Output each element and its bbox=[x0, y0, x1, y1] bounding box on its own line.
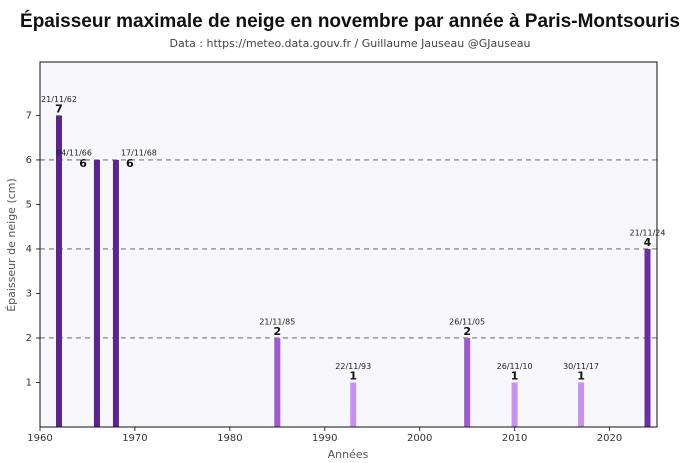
x-tick-label: 1980 bbox=[217, 433, 242, 444]
date-label: 21/11/24 bbox=[630, 228, 666, 237]
value-label: 1 bbox=[577, 369, 585, 382]
value-label: 2 bbox=[463, 325, 471, 338]
date-label: 17/11/68 bbox=[121, 148, 157, 157]
date-label: 21/11/62 bbox=[41, 95, 77, 104]
chart-subtitle: Data : https://meteo.data.gouv.fr / Guil… bbox=[170, 37, 531, 50]
x-tick-label: 2010 bbox=[502, 433, 527, 444]
bar bbox=[644, 248, 651, 427]
bar bbox=[350, 382, 357, 427]
value-label: 2 bbox=[273, 325, 281, 338]
bar bbox=[511, 382, 518, 427]
date-label: 30/11/17 bbox=[563, 362, 599, 371]
value-label: 7 bbox=[55, 102, 63, 115]
bar bbox=[93, 159, 100, 428]
date-label: 26/11/05 bbox=[449, 317, 485, 326]
value-label: 4 bbox=[644, 236, 652, 249]
bar bbox=[112, 159, 119, 428]
bar bbox=[55, 115, 62, 427]
value-label: 6 bbox=[79, 157, 87, 170]
x-tick-label: 2000 bbox=[407, 433, 432, 444]
y-tick-label: 7 bbox=[26, 110, 32, 121]
date-label: 26/11/10 bbox=[497, 362, 533, 371]
date-label: 22/11/93 bbox=[335, 362, 371, 371]
y-tick-label: 6 bbox=[26, 155, 32, 166]
y-axis-label: Épaisseur de neige (cm) bbox=[5, 178, 18, 312]
x-tick-label: 1990 bbox=[312, 433, 337, 444]
y-tick-label: 5 bbox=[26, 199, 32, 210]
value-label: 6 bbox=[126, 157, 134, 170]
x-tick-label: 1970 bbox=[122, 433, 147, 444]
plot-frame bbox=[39, 61, 658, 428]
date-label: 21/11/85 bbox=[259, 317, 295, 326]
bar bbox=[274, 337, 281, 427]
x-tick-label: 2020 bbox=[597, 433, 622, 444]
y-tick-label: 2 bbox=[26, 333, 32, 344]
y-tick-label: 4 bbox=[26, 244, 32, 255]
x-tick-label: 1960 bbox=[27, 433, 52, 444]
value-label: 1 bbox=[511, 369, 519, 382]
bar bbox=[578, 382, 585, 427]
chart-title: Épaisseur maximale de neige en novembre … bbox=[20, 10, 680, 32]
bar bbox=[464, 337, 471, 427]
value-label: 1 bbox=[349, 369, 357, 382]
x-axis-label: Années bbox=[328, 448, 369, 461]
y-tick-label: 1 bbox=[26, 377, 32, 388]
date-label: 04/11/66 bbox=[56, 148, 92, 157]
plot-area bbox=[40, 62, 657, 427]
y-tick-label: 3 bbox=[26, 288, 32, 299]
